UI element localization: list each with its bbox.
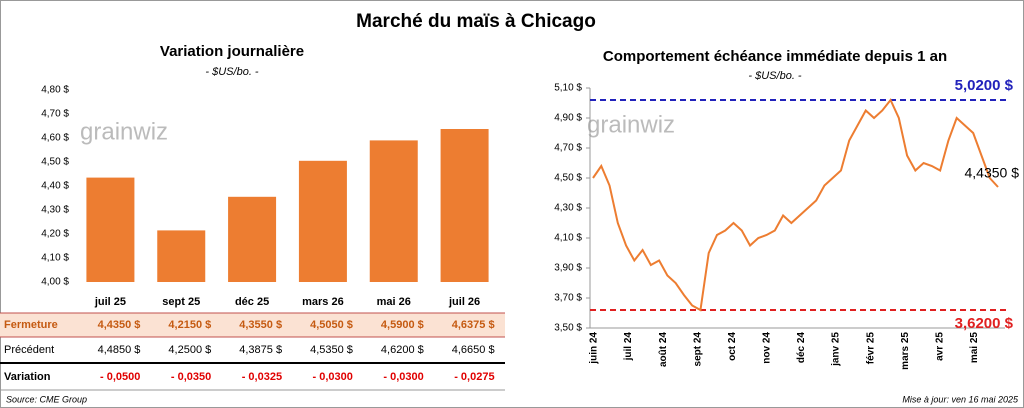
x-tick-label: mai 26 <box>377 296 411 308</box>
table-cell: 4,5350 $ <box>310 344 353 356</box>
y-tick-label: 4,10 $ <box>41 253 69 264</box>
row-highlight <box>0 313 505 337</box>
table-cell: - 0,0300 <box>383 371 423 383</box>
line <box>592 98 999 312</box>
watermark: grainwiz <box>80 118 168 145</box>
bar <box>157 230 206 282</box>
y-tick-label: 4,00 $ <box>41 277 69 288</box>
table-cell: 4,4350 $ <box>98 319 141 331</box>
bar <box>86 177 135 282</box>
y-tick-label: 4,50 $ <box>554 173 582 184</box>
y-tick-label: 4,20 $ <box>41 229 69 240</box>
table-cell: 4,6200 $ <box>381 344 424 356</box>
y-tick-label: 3,90 $ <box>554 263 582 274</box>
table-cell: - 0,0350 <box>171 371 211 383</box>
x-tick-label: sept 25 <box>162 296 200 308</box>
y-tick-label: 4,90 $ <box>554 113 582 124</box>
x-tick-label: juil 25 <box>94 296 126 308</box>
reference-label: 5,0200 $ <box>955 77 1014 94</box>
x-tick-label: avr 25 <box>934 332 945 361</box>
y-tick-label: 4,70 $ <box>41 109 69 120</box>
table-cell: 4,4850 $ <box>98 344 141 356</box>
watermark: grainwiz <box>587 111 675 138</box>
table-cell: - 0,0500 <box>100 371 140 383</box>
table-cell: 4,2500 $ <box>168 344 211 356</box>
right-title: Comportement échéance immédiate depuis 1… <box>603 48 947 65</box>
bar <box>298 160 347 282</box>
y-tick-label: 3,50 $ <box>554 323 582 334</box>
table-cell: - 0,0275 <box>454 371 494 383</box>
x-tick-label: janv 25 <box>831 332 842 367</box>
bar <box>228 196 277 282</box>
bar <box>369 140 418 282</box>
left-title: Variation journalière <box>160 43 304 60</box>
source: Source: CME Group <box>6 394 87 404</box>
x-tick-label: sept 24 <box>692 332 703 367</box>
page-title: Marché du maïs à Chicago <box>356 11 596 32</box>
y-tick-label: 4,30 $ <box>554 203 582 214</box>
x-tick-label: août 24 <box>658 332 669 367</box>
x-tick-label: juin 24 <box>589 332 600 365</box>
bar <box>440 129 489 282</box>
row-label: Variation <box>4 371 51 383</box>
left-subtitle: - $US/bo. - <box>205 66 259 78</box>
x-tick-label: déc 25 <box>235 296 269 308</box>
row-label: Précédent <box>4 344 54 356</box>
last-label: 4,4350 $ <box>965 164 1020 180</box>
updated: Mise à jour: ven 16 mai 2025 <box>902 394 1019 404</box>
x-tick-label: févr 25 <box>865 332 876 365</box>
table-cell: 4,3875 $ <box>239 344 282 356</box>
y-tick-label: 3,70 $ <box>554 293 582 304</box>
y-tick-label: 4,80 $ <box>41 85 69 96</box>
table-cell: 4,5050 $ <box>310 319 353 331</box>
x-tick-label: mars 26 <box>302 296 344 308</box>
table-cell: 4,6375 $ <box>452 319 495 331</box>
table-cell: 4,3550 $ <box>239 319 282 331</box>
x-tick-label: oct 24 <box>727 332 738 361</box>
y-tick-label: 4,30 $ <box>41 205 69 216</box>
x-tick-label: mai 25 <box>969 332 980 364</box>
table-cell: - 0,0325 <box>242 371 282 383</box>
x-tick-label: juil 26 <box>448 296 480 308</box>
y-tick-label: 4,50 $ <box>41 157 69 168</box>
table-cell: - 0,0300 <box>313 371 353 383</box>
reference-label: 3,6200 $ <box>955 315 1014 332</box>
table-cell: 4,5900 $ <box>381 319 424 331</box>
y-tick-label: 5,10 $ <box>554 83 582 94</box>
y-tick-label: 4,70 $ <box>554 143 582 154</box>
x-tick-label: mars 25 <box>900 332 911 370</box>
x-tick-label: déc 24 <box>796 332 807 364</box>
x-tick-label: nov 24 <box>762 332 773 364</box>
y-tick-label: 4,60 $ <box>41 133 69 144</box>
y-tick-label: 4,10 $ <box>554 233 582 244</box>
table-cell: 4,6650 $ <box>452 344 495 356</box>
right-subtitle: - $US/bo. - <box>748 70 802 82</box>
x-tick-label: juil 24 <box>623 332 634 362</box>
y-tick-label: 4,40 $ <box>41 181 69 192</box>
table-cell: 4,2150 $ <box>168 319 211 331</box>
row-label: Fermeture <box>4 319 58 331</box>
